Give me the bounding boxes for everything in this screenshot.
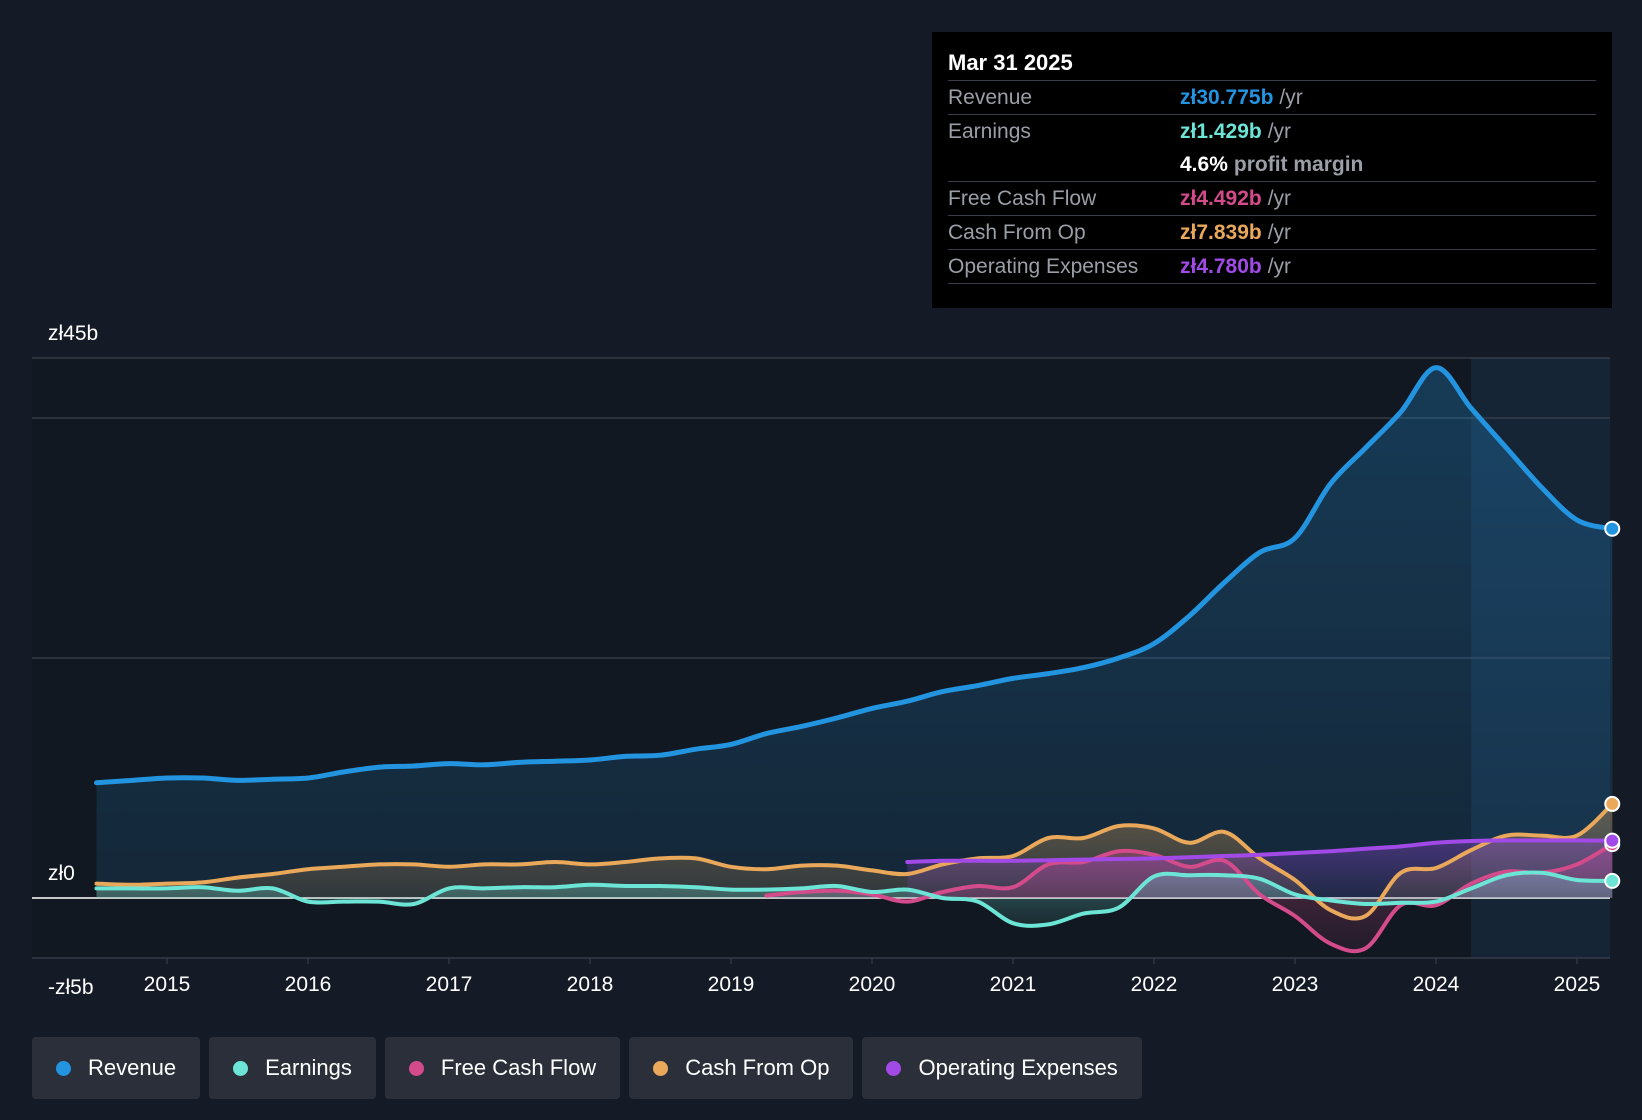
x-tick-label: 2021 xyxy=(990,973,1037,996)
tooltip-label: Operating Expenses xyxy=(948,254,1139,278)
x-tick-label: 2020 xyxy=(849,973,896,996)
tooltip-row-revenue: Revenue zł30.775b /yr xyxy=(948,80,1596,114)
tooltip-value: zł7.839b xyxy=(1180,220,1262,244)
profit-margin-label: profit margin xyxy=(1233,152,1364,176)
operating-expenses-dot-icon xyxy=(886,1060,902,1076)
legend-item-earnings[interactable]: Earnings xyxy=(209,1037,376,1099)
operating-expenses-line xyxy=(905,838,1615,864)
earnings-line xyxy=(94,870,1615,928)
legend-item-operating-expenses[interactable]: Operating Expenses xyxy=(862,1037,1142,1099)
legend-item-cash-from-op[interactable]: Cash From Op xyxy=(629,1037,854,1099)
tooltip-row-earnings: Earnings zł1.429b /yr xyxy=(948,114,1596,148)
legend-label: Cash From Op xyxy=(685,1055,830,1080)
cash-from-op-line xyxy=(94,801,1615,921)
tooltip-value: zł4.780b xyxy=(1180,254,1262,278)
chart-legend: Revenue Earnings Free Cash Flow Cash Fro… xyxy=(32,1037,1142,1099)
x-tick-label: 2016 xyxy=(285,973,332,996)
tooltip-unit: /yr xyxy=(1267,119,1292,143)
tooltip-unit: /yr xyxy=(1267,254,1292,278)
tooltip-row-operating-expenses: Operating Expenses zł4.780b /yr xyxy=(948,249,1596,283)
earnings-endpoint[interactable] xyxy=(1604,872,1621,889)
x-tick-label: 2019 xyxy=(708,973,755,996)
legend-item-free-cash-flow[interactable]: Free Cash Flow xyxy=(384,1037,621,1099)
tooltip-unit: /yr xyxy=(1267,186,1292,210)
earnings-dot-icon xyxy=(233,1060,249,1076)
tooltip-row-cash-from-op: Cash From Op zł7.839b /yr xyxy=(948,215,1596,249)
x-tick-label: 2025 xyxy=(1554,973,1601,996)
x-tick-label: 2022 xyxy=(1131,973,1178,996)
tooltip-row-free-cash-flow: Free Cash Flow zł4.492b /yr xyxy=(948,181,1596,215)
tooltip-label: Revenue xyxy=(948,85,1033,109)
legend-label: Revenue xyxy=(88,1055,177,1080)
legend-item-revenue[interactable]: Revenue xyxy=(32,1037,201,1099)
free-cash-flow-line xyxy=(764,842,1615,954)
x-tick-label: 2017 xyxy=(426,973,473,996)
x-tick-label: 2018 xyxy=(567,973,614,996)
tooltip-unit: /yr xyxy=(1279,85,1303,109)
revenue-endpoint[interactable] xyxy=(1604,520,1621,537)
legend-label: Operating Expenses xyxy=(918,1055,1118,1080)
x-tick-label: 2015 xyxy=(144,973,191,996)
revenue-dot-icon xyxy=(56,1060,71,1076)
y-tick-label: zł45b xyxy=(48,322,98,345)
tooltip-date: Mar 31 2025 xyxy=(948,50,1073,75)
y-tick-label: zł0 xyxy=(48,862,75,885)
tooltip-label: Earnings xyxy=(948,119,1031,143)
legend-label: Earnings xyxy=(265,1055,352,1080)
tooltip-unit: /yr xyxy=(1267,220,1292,244)
cash-from-op-dot-icon xyxy=(653,1060,669,1076)
tooltip-label: Free Cash Flow xyxy=(948,186,1097,210)
profit-margin-value: 4.6% xyxy=(1180,152,1228,176)
tooltip-value: zł1.429b xyxy=(1180,119,1262,143)
tooltip-divider xyxy=(948,283,1596,284)
tooltip-row-profit-margin: 4.6% profit margin xyxy=(948,148,1596,181)
revenue-line xyxy=(94,365,1615,786)
operating-expenses-endpoint[interactable] xyxy=(1604,832,1621,849)
tooltip-value: zł30.775b xyxy=(1180,85,1274,109)
free-cash-flow-dot-icon xyxy=(408,1060,424,1076)
operating-expenses-area xyxy=(907,840,1613,898)
tooltip-value: zł4.492b xyxy=(1180,186,1262,210)
x-tick-label: 2024 xyxy=(1413,973,1460,996)
tooltip-label: Cash From Op xyxy=(948,220,1086,244)
cash-from-op-endpoint[interactable] xyxy=(1604,795,1621,812)
y-tick-label: -zł5b xyxy=(48,976,94,999)
tooltip-panel: Mar 31 2025 Revenue zł30.775b /yr Earnin… xyxy=(932,32,1612,308)
legend-label: Free Cash Flow xyxy=(440,1055,597,1080)
x-tick-label: 2023 xyxy=(1272,973,1319,996)
